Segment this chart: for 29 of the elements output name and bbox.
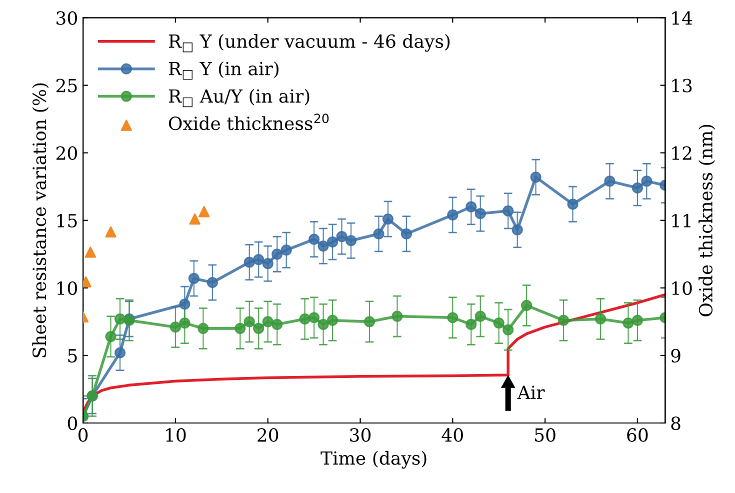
y2-tick-label: 14 bbox=[672, 11, 692, 25]
x-tick-label: 50 bbox=[535, 428, 556, 442]
y2-tick-label: 12 bbox=[672, 146, 692, 160]
y-tick-label: 15 bbox=[57, 214, 77, 228]
y-tick-label: 20 bbox=[56, 146, 77, 160]
y-tick-label: 25 bbox=[56, 78, 77, 92]
x-tick-label: 60 bbox=[627, 428, 648, 442]
legend-label: R$_{□}$ Y (under vacuum - 46 days) bbox=[168, 34, 450, 52]
legend-label: R$_{□}$ Y (in air) bbox=[168, 61, 278, 80]
x-tick-label: 40 bbox=[442, 428, 463, 442]
y2-tick-label: 8 bbox=[671, 416, 680, 430]
y2-tick-label: 9 bbox=[671, 348, 680, 363]
y-tick-label: 30 bbox=[56, 11, 77, 25]
y2-tick-label: 10 bbox=[672, 281, 692, 296]
x-axis-title: Time (days) bbox=[320, 450, 426, 469]
y2-axis-title: Oxide thickness (nm) bbox=[698, 124, 716, 316]
x-tick-label: 20 bbox=[258, 428, 278, 442]
y-tick-label: 10 bbox=[57, 281, 77, 296]
y-tick-label: 5 bbox=[68, 349, 77, 363]
y2-tick-label: 13 bbox=[672, 78, 692, 92]
y-axis-title: Sheet resistance variation (%) bbox=[32, 83, 49, 358]
legend-label: R$_{□}$ Au/Y (in air) bbox=[168, 88, 310, 108]
annotation: Air bbox=[517, 386, 545, 399]
x-tick-label: 30 bbox=[350, 428, 371, 442]
y-tick-label: 0 bbox=[68, 416, 77, 430]
legend-label: Oxide thickness$^{20}$ bbox=[168, 114, 329, 130]
y2-tick-label: 11 bbox=[672, 214, 690, 228]
x-tick-label: 0 bbox=[78, 428, 88, 442]
x-tick-label: 10 bbox=[166, 428, 186, 442]
